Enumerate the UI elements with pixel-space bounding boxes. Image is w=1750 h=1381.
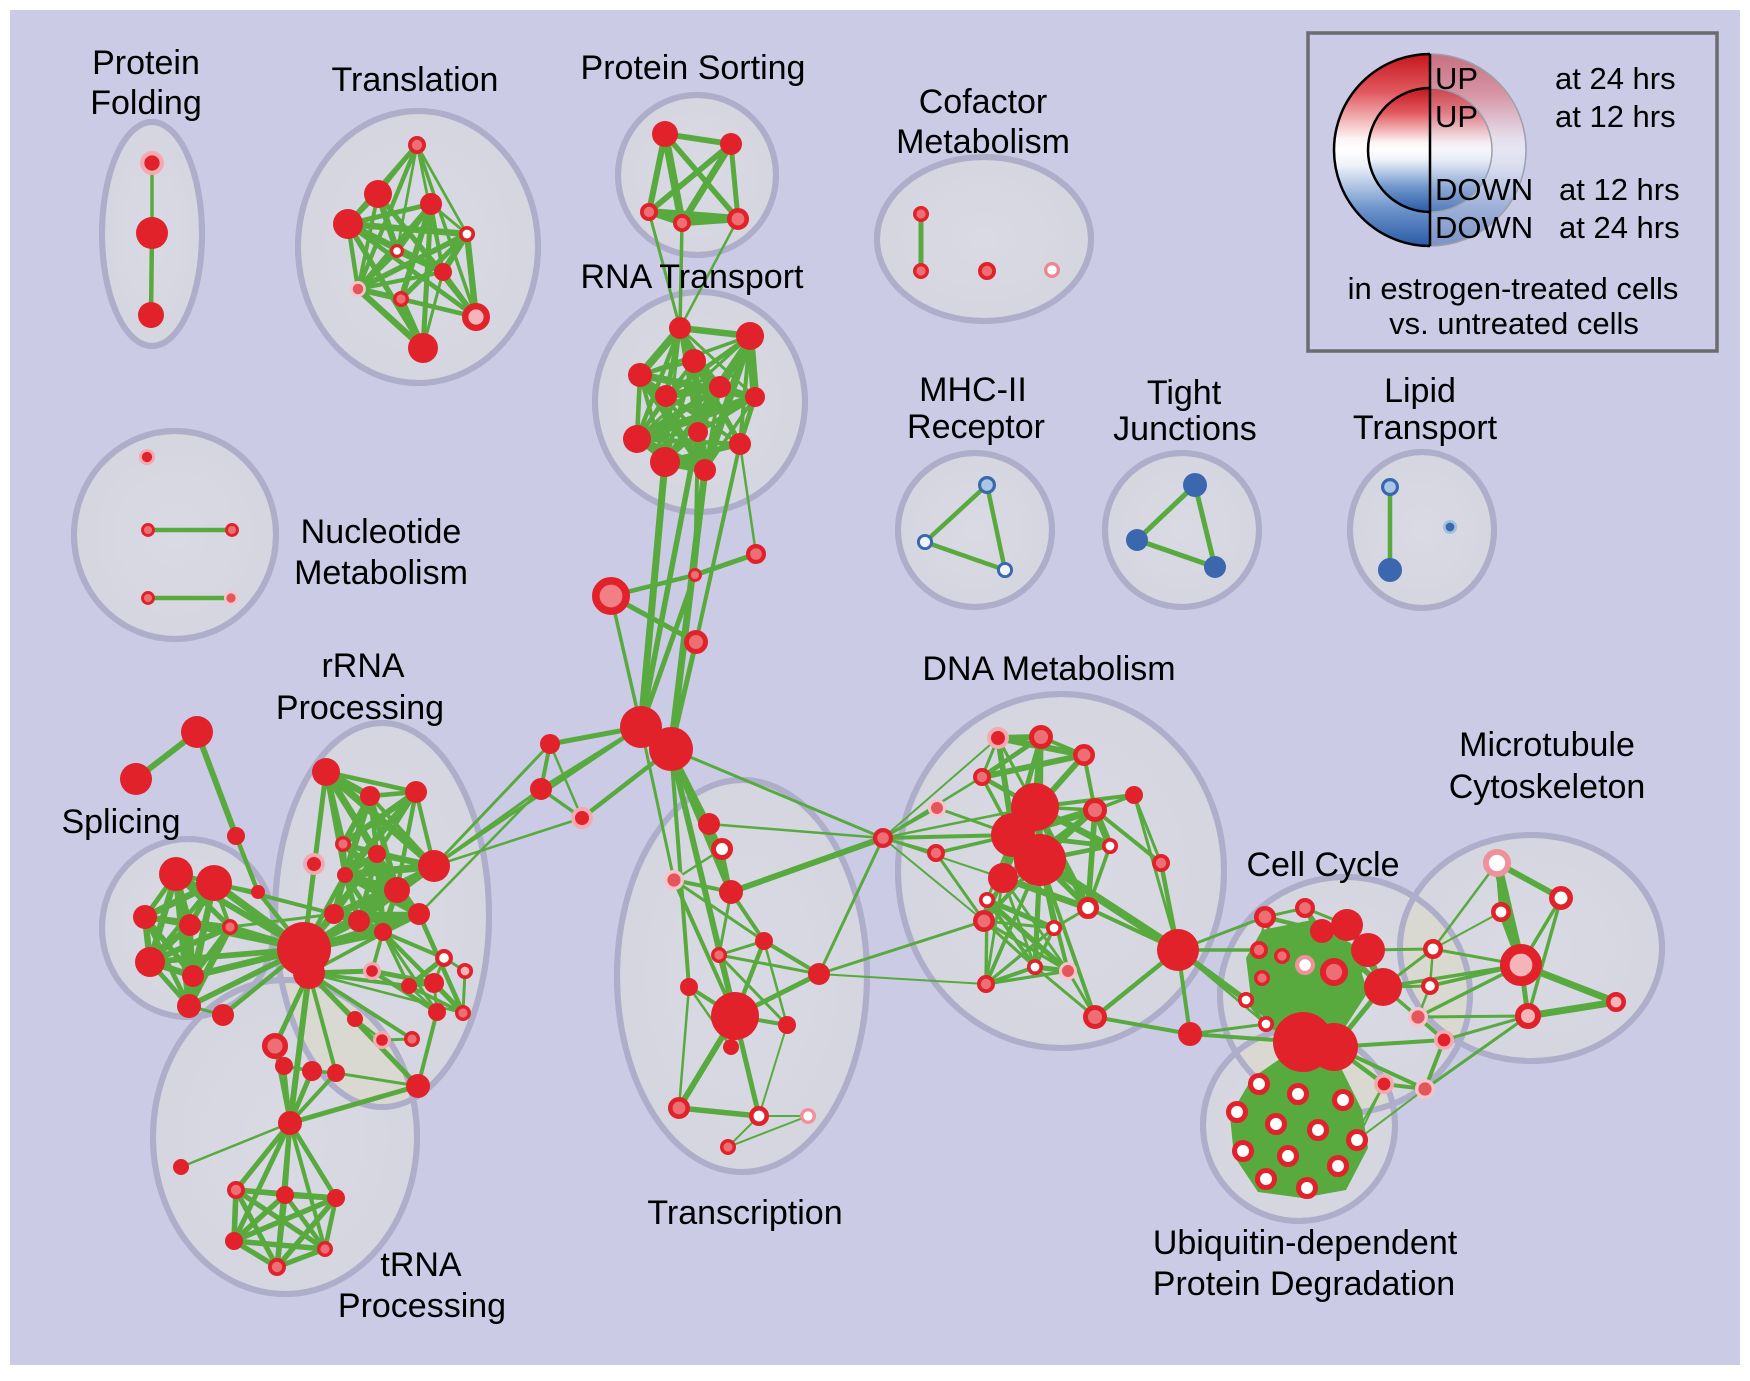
svg-text:RNA Transport: RNA Transport [581, 258, 805, 296]
svg-text:Cofactor: Cofactor [919, 83, 1048, 121]
svg-text:tRNA: tRNA [380, 1246, 462, 1284]
svg-text:Folding: Folding [90, 84, 202, 122]
svg-text:vs. untreated cells: vs. untreated cells [1389, 306, 1639, 341]
svg-text:Tight: Tight [1147, 374, 1222, 412]
svg-text:UP: UP [1435, 99, 1478, 134]
svg-text:Splicing: Splicing [61, 803, 180, 841]
svg-text:Cytoskeleton: Cytoskeleton [1449, 768, 1646, 806]
svg-text:Processing: Processing [276, 689, 444, 727]
svg-text:UP: UP [1435, 61, 1478, 96]
svg-text:Protein Sorting: Protein Sorting [581, 49, 806, 87]
svg-text:Metabolism: Metabolism [294, 554, 468, 592]
svg-text:Processing: Processing [338, 1287, 506, 1325]
svg-text:Transport: Transport [1353, 409, 1498, 447]
svg-text:at 24 hrs: at 24 hrs [1559, 210, 1680, 245]
svg-text:DNA Metabolism: DNA Metabolism [922, 650, 1175, 688]
svg-text:Receptor: Receptor [907, 408, 1045, 446]
svg-text:Junctions: Junctions [1113, 410, 1257, 448]
svg-text:Cell Cycle: Cell Cycle [1246, 846, 1399, 884]
svg-text:Microtubule: Microtubule [1459, 726, 1635, 764]
svg-text:at 24 hrs: at 24 hrs [1555, 61, 1676, 96]
svg-text:Translation: Translation [332, 61, 499, 99]
svg-text:Nucleotide: Nucleotide [301, 513, 462, 551]
svg-text:DOWN: DOWN [1435, 172, 1533, 207]
svg-text:rRNA: rRNA [321, 647, 404, 685]
svg-text:Protein: Protein [92, 44, 200, 82]
svg-text:Ubiquitin-dependent: Ubiquitin-dependent [1153, 1224, 1458, 1262]
svg-text:at 12 hrs: at 12 hrs [1555, 99, 1676, 134]
svg-text:MHC-II: MHC-II [919, 371, 1027, 409]
svg-text:at 12 hrs: at 12 hrs [1559, 172, 1680, 207]
svg-text:in estrogen-treated cells: in estrogen-treated cells [1348, 271, 1679, 306]
svg-text:DOWN: DOWN [1435, 210, 1533, 245]
svg-text:Lipid: Lipid [1384, 372, 1456, 410]
svg-text:Transcription: Transcription [647, 1194, 842, 1232]
svg-text:Metabolism: Metabolism [896, 123, 1070, 161]
svg-text:Protein Degradation: Protein Degradation [1153, 1265, 1455, 1303]
